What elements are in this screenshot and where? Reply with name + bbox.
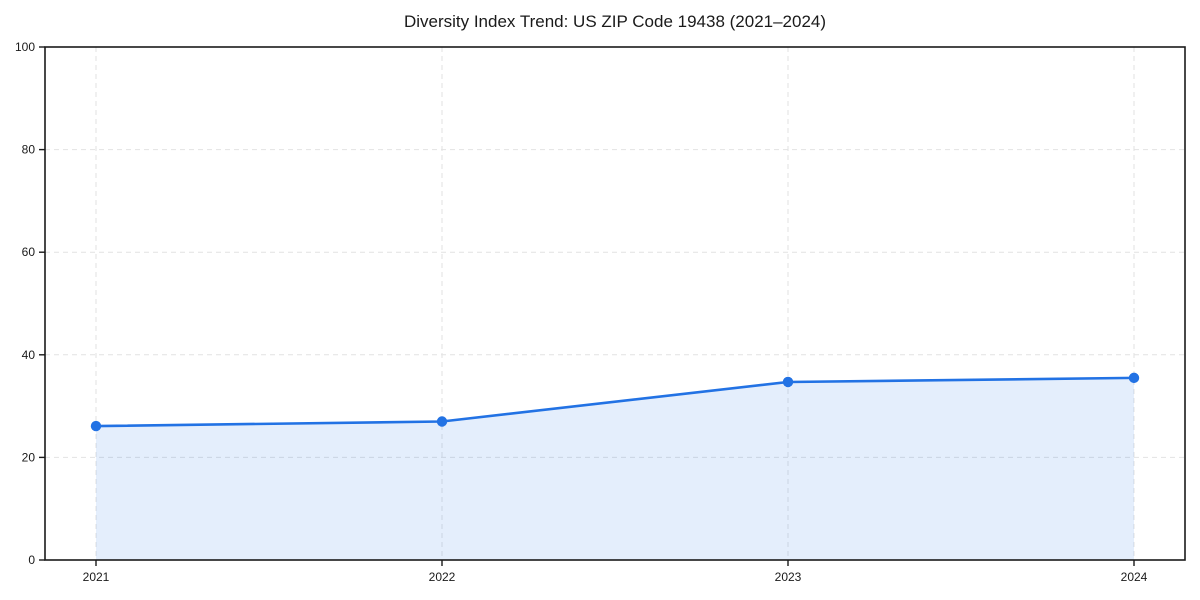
data-point: [90, 420, 102, 432]
y-tick-label: 20: [22, 450, 36, 464]
y-tick-label: 0: [28, 553, 35, 567]
trend-line: [94, 376, 1136, 428]
x-tick-label: 2021: [83, 570, 110, 584]
y-tick-label: 40: [22, 348, 36, 362]
chart-title: Diversity Index Trend: US ZIP Code 19438…: [403, 12, 827, 31]
x-tick-label: 2024: [1121, 570, 1148, 584]
y-tick-label: 80: [22, 143, 36, 157]
area-fill: [96, 377, 1134, 560]
y-tick-label: 100: [15, 40, 35, 54]
y-tick-label: 60: [22, 245, 36, 259]
x-tick-label: 2022: [429, 570, 456, 584]
x-tick-label: 2023: [775, 570, 802, 584]
plot-border: [44, 46, 1186, 561]
data-point: [436, 416, 448, 427]
data-point: [1128, 372, 1140, 384]
data-point: [782, 376, 794, 388]
